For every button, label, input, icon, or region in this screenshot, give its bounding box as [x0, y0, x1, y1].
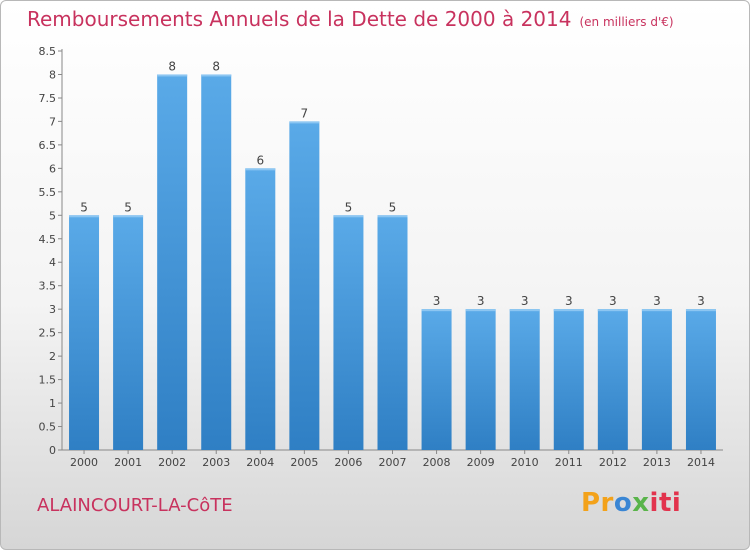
- bar-2011: [553, 309, 584, 450]
- bar-2007: [377, 215, 408, 450]
- data-label-2011: 3: [565, 294, 573, 308]
- bar-2001: [113, 215, 144, 450]
- data-label-2012: 3: [609, 294, 617, 308]
- data-label-2008: 3: [433, 294, 441, 308]
- data-label-2010: 3: [521, 294, 529, 308]
- bar-highlight: [157, 74, 188, 77]
- y-tick-label: 0.5: [39, 421, 57, 434]
- data-label-2003: 8: [212, 59, 220, 73]
- y-tick-label: 3: [49, 303, 56, 316]
- bar-highlight: [641, 309, 672, 312]
- y-tick-label: 2.5: [39, 327, 57, 340]
- data-label-2009: 3: [477, 294, 485, 308]
- bar-2002: [157, 74, 188, 451]
- data-label-2014: 3: [697, 294, 705, 308]
- bar-2009: [465, 309, 496, 450]
- bar-2004: [245, 168, 276, 450]
- y-tick-label: 1.5: [39, 374, 57, 387]
- chart-labels: 5 5 8 8 6 7 5 5 3 3 3 3 3 3 3: [80, 59, 705, 308]
- chart-title: Remboursements Annuels de la Dette de 20…: [27, 7, 674, 31]
- bar-highlight: [333, 215, 364, 218]
- x-tick-label: 2013: [643, 456, 671, 469]
- x-tick-label: 2007: [379, 456, 407, 469]
- data-label-2001: 5: [124, 200, 132, 214]
- y-tick-label: 8.5: [39, 45, 57, 58]
- data-label-2007: 5: [389, 200, 397, 214]
- chart-subtitle: (en milliers d'€): [579, 15, 674, 29]
- y-tick-label: 2: [49, 350, 56, 363]
- x-tick-label: 2009: [467, 456, 495, 469]
- bar-2013: [641, 309, 672, 450]
- x-tick-label: 2005: [290, 456, 318, 469]
- data-label-2002: 8: [168, 59, 176, 73]
- bar-2000: [69, 215, 100, 450]
- bar-highlight: [289, 121, 320, 124]
- bar-highlight: [201, 74, 232, 77]
- bar-highlight: [465, 309, 496, 312]
- x-tick-label: 2000: [70, 456, 98, 469]
- x-tick-label: 2011: [555, 456, 583, 469]
- data-label-2013: 3: [653, 294, 661, 308]
- x-tick-label: 2008: [423, 456, 451, 469]
- bar-highlight: [245, 168, 276, 171]
- data-label-2005: 7: [301, 106, 309, 120]
- chart-bars: [69, 74, 716, 451]
- bar-2010: [509, 309, 540, 450]
- bar-highlight: [553, 309, 584, 312]
- x-tick-label: 2003: [202, 456, 230, 469]
- x-tick-label: 2010: [511, 456, 539, 469]
- y-tick-label: 4.5: [39, 233, 57, 246]
- bar-2003: [201, 74, 232, 451]
- bar-2005: [289, 121, 320, 450]
- data-label-2006: 5: [345, 200, 353, 214]
- y-tick-label: 4: [49, 256, 56, 269]
- y-tick-label: 3.5: [39, 280, 57, 293]
- x-tick-label: 2006: [334, 456, 362, 469]
- y-tick-label: 7.5: [39, 92, 57, 105]
- y-tick-label: 0: [49, 444, 56, 457]
- y-tick-label: 5: [49, 209, 56, 222]
- bar-highlight: [421, 309, 452, 312]
- bar-highlight: [377, 215, 408, 218]
- city-name: ALAINCOURT-LA-CôTE: [37, 495, 233, 516]
- x-tick-label: 2004: [246, 456, 274, 469]
- bar-highlight: [685, 309, 716, 312]
- bar-2006: [333, 215, 364, 450]
- y-tick-label: 5.5: [39, 186, 57, 199]
- y-tick-label: 8: [49, 68, 56, 81]
- y-tick-label: 7: [49, 115, 56, 128]
- x-tick-label: 2002: [158, 456, 186, 469]
- chart-title-text: Remboursements Annuels de la Dette de 20…: [27, 7, 572, 31]
- bar-2012: [597, 309, 628, 450]
- y-tick-label: 6.5: [39, 139, 57, 152]
- y-tick-label: 1: [49, 397, 56, 410]
- bar-highlight: [113, 215, 144, 218]
- bar-2014: [685, 309, 716, 450]
- data-label-2000: 5: [80, 200, 88, 214]
- chart-axes: 0 0.5 1 1.5 2 2.5 3 3.5 4 4.5 5 5.5 6 6.5 7 7.5 8 8.5 2000…: [39, 45, 723, 469]
- data-label-2004: 6: [256, 153, 264, 167]
- bar-highlight: [69, 215, 100, 218]
- bar-highlight: [509, 309, 540, 312]
- x-tick-label: 2014: [687, 456, 715, 469]
- bar-2008: [421, 309, 452, 450]
- x-tick-label: 2001: [114, 456, 142, 469]
- x-tick-label: 2012: [599, 456, 627, 469]
- proxiti-logo: Proxiti: [581, 488, 682, 518]
- bar-highlight: [597, 309, 628, 312]
- y-tick-label: 6: [49, 162, 56, 175]
